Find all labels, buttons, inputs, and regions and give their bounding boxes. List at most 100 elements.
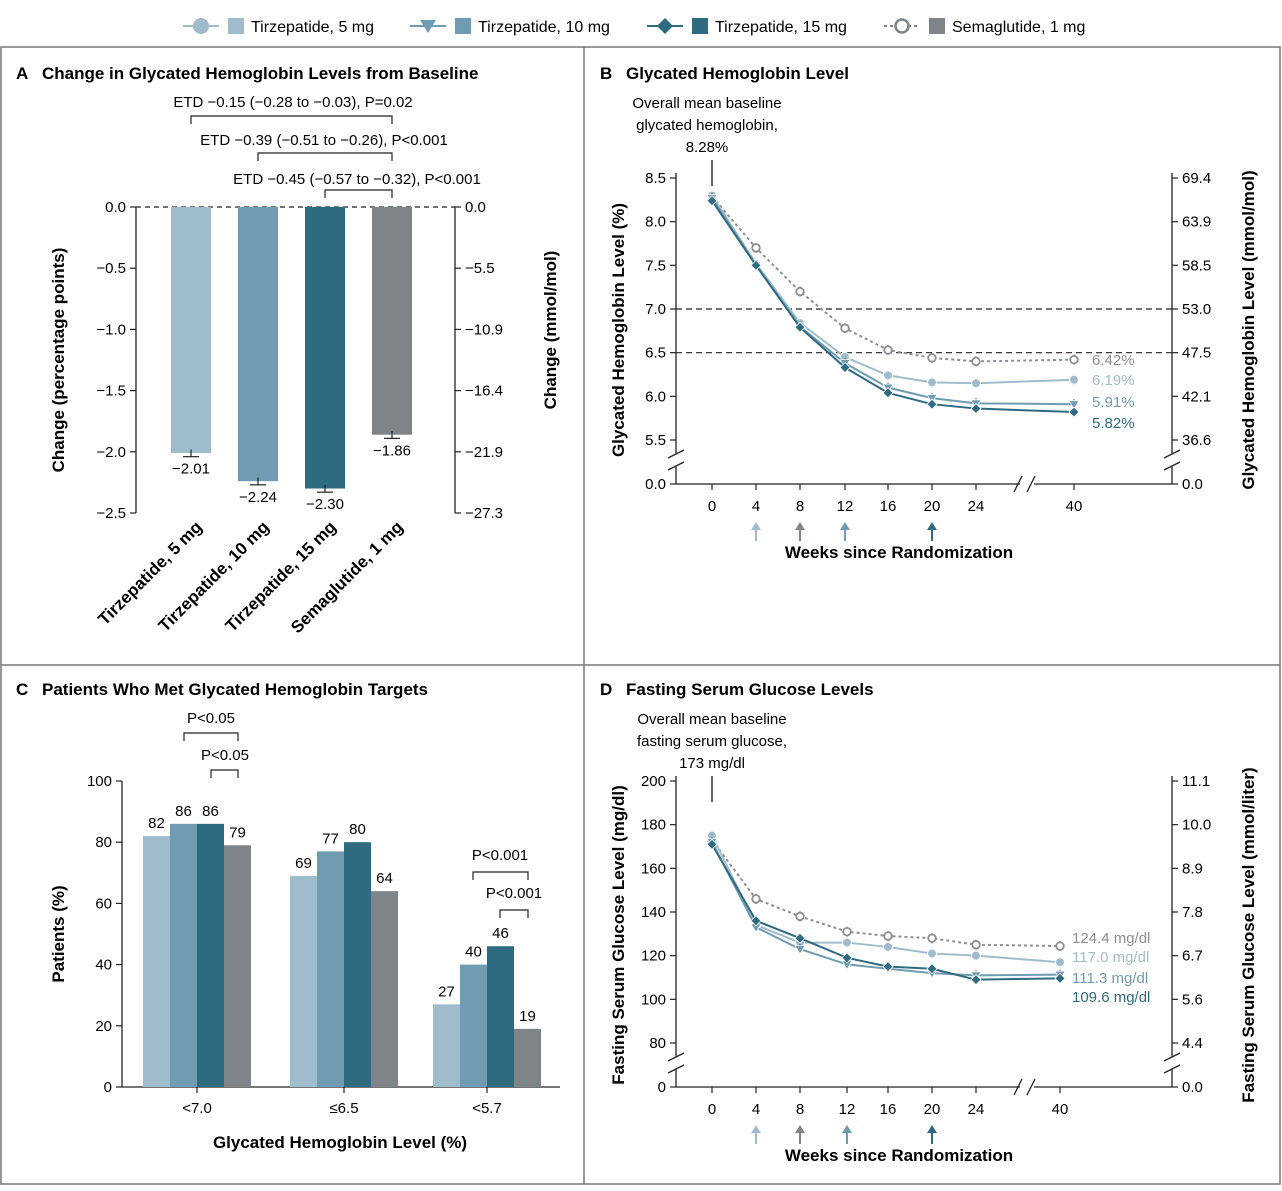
baseline-note-line: 173 mg/dl [679, 755, 745, 772]
y-tick-label-right: 47.5 [1182, 345, 1211, 362]
y-tick-label: 80 [649, 1035, 666, 1052]
x-axis-break [1013, 1078, 1036, 1096]
end-label: 124.4 mg/dl [1072, 930, 1150, 947]
x-tick-label: 16 [880, 1101, 897, 1118]
series-line-3 [711, 195, 1075, 363]
y-tick-label: 0 [104, 1079, 112, 1096]
category-label: <5.7 [472, 1100, 502, 1117]
data-point [1055, 941, 1065, 951]
y-tick-label-right: −10.9 [465, 321, 503, 338]
x-axis-title: Weeks since Randomization [785, 543, 1013, 562]
significance-bracket [183, 732, 239, 741]
data-point [751, 894, 761, 904]
panel-d-title: Fasting Serum Glucose Levels [626, 680, 874, 699]
y-tick-label: 40 [95, 957, 112, 974]
legend-swatch-0 [228, 18, 244, 34]
baseline-note-line: Overall mean baseline [637, 711, 786, 728]
y-tick-label: 0.0 [105, 199, 126, 216]
series-line-2 [711, 843, 1061, 981]
x-tick-label: 12 [837, 498, 854, 515]
category-label: Semaglutide, 1 mg [287, 517, 407, 637]
end-label: 5.82% [1092, 415, 1135, 432]
series-line-2 [711, 200, 1075, 414]
axis-break [1163, 449, 1181, 471]
data-point [1069, 354, 1079, 365]
y-tick-label-right: 53.0 [1182, 301, 1211, 318]
data-point [882, 961, 894, 973]
y-tick-label: 5.5 [645, 432, 666, 449]
data-point [794, 945, 806, 955]
x-tick-label: 40 [1066, 498, 1083, 515]
bar-value-label: 80 [349, 821, 366, 838]
y-tick-label: 8.0 [645, 214, 666, 231]
data-point [926, 398, 938, 410]
bar [317, 851, 344, 1087]
series-line-0 [711, 835, 1061, 964]
legend-marker-3 [894, 18, 910, 34]
y-tick-label-right: 36.6 [1182, 432, 1211, 449]
axis-break [667, 1052, 685, 1074]
category-label: Tirzepatide, 15 mg [222, 517, 340, 635]
bar [372, 207, 412, 435]
data-point [842, 937, 852, 948]
y-axis-title-right: Change (mmol/mol) [541, 251, 560, 410]
panel-b-title: Glycated Hemoglobin Level [626, 64, 849, 83]
legend-swatch-3 [929, 18, 945, 34]
bar-value-label: 27 [438, 983, 455, 1000]
dose-arrow-head [927, 522, 937, 530]
data-point [750, 915, 762, 927]
bar-value-label: 77 [322, 830, 339, 847]
data-point [926, 963, 938, 975]
series-line-1 [711, 197, 1075, 406]
y-tick-label-right: 58.5 [1182, 257, 1211, 274]
y-tick-label: 200 [641, 773, 666, 790]
y-tick-label: 0.0 [645, 476, 666, 493]
bar [143, 836, 170, 1087]
etd-annotation: ETD −0.39 (−0.51 to −0.26), P<0.001 [200, 132, 448, 149]
significance-bracket [190, 115, 393, 124]
p-value-annotation: P<0.001 [472, 847, 528, 864]
baseline-note-line: fasting serum glucose, [637, 733, 787, 750]
axis-break [1163, 1052, 1181, 1074]
y-tick-label-right: 0.0 [465, 199, 486, 216]
category-label: Tirzepatide, 10 mg [155, 517, 273, 635]
bar-value-label: 19 [519, 1008, 536, 1025]
x-tick-label: 4 [752, 498, 760, 515]
bar [238, 207, 278, 482]
significance-bracket [499, 909, 529, 918]
panel-c-title: Patients Who Met Glycated Hemoglobin Tar… [42, 680, 428, 699]
x-tick-label: 8 [796, 498, 804, 515]
legend-marker-2 [657, 18, 673, 34]
bar-value-label: −1.86 [373, 442, 411, 459]
etd-annotation: ETD −0.45 (−0.57 to −0.32), P<0.001 [233, 171, 481, 188]
data-point [883, 941, 893, 952]
dose-arrow-head [795, 1125, 805, 1133]
y-tick-label-right: 63.9 [1182, 214, 1211, 231]
data-point [795, 286, 805, 297]
bar [487, 946, 514, 1087]
end-label: 5.91% [1092, 394, 1135, 411]
data-point [927, 377, 937, 388]
category-label: <7.0 [182, 1100, 212, 1117]
data-point [971, 950, 981, 961]
y-tick-label-right: 6.7 [1182, 948, 1203, 965]
y-tick-label: 7.5 [645, 257, 666, 274]
end-label: 111.3 mg/dl [1072, 970, 1148, 987]
bar-value-label: −2.30 [306, 496, 344, 513]
end-label: 117.0 mg/dl [1072, 949, 1149, 966]
y-tick-label: 6.5 [645, 345, 666, 362]
y-tick-label-right: −21.9 [465, 444, 503, 461]
data-point [970, 974, 982, 986]
panel-c-letter: C [16, 680, 28, 699]
end-label: 6.19% [1092, 372, 1135, 389]
y-tick-label: 60 [95, 895, 112, 912]
data-point [750, 259, 762, 271]
bar [171, 207, 211, 454]
y-tick-label: 160 [641, 860, 666, 877]
data-point [794, 932, 806, 944]
significance-bracket [472, 871, 529, 880]
data-point [1068, 406, 1080, 418]
